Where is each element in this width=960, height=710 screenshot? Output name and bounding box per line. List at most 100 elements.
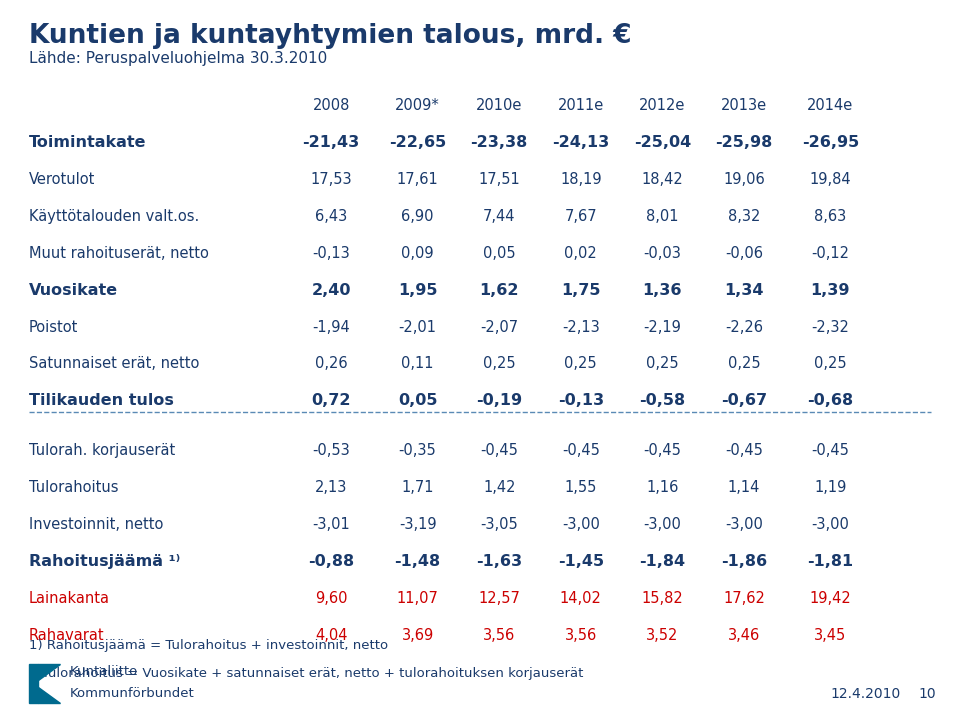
Text: -0,12: -0,12	[811, 246, 850, 261]
Text: 1,14: 1,14	[728, 480, 760, 495]
Polygon shape	[38, 664, 60, 680]
Text: -0,45: -0,45	[725, 443, 763, 458]
Text: -1,86: -1,86	[721, 554, 767, 569]
Text: 1,19: 1,19	[814, 480, 847, 495]
Text: 10: 10	[919, 687, 936, 701]
Text: 19,06: 19,06	[723, 172, 765, 187]
Text: 3,46: 3,46	[728, 628, 760, 643]
Text: 19,42: 19,42	[809, 591, 852, 606]
Text: 12.4.2010: 12.4.2010	[830, 687, 900, 701]
Text: -0,88: -0,88	[308, 554, 354, 569]
Text: -0,19: -0,19	[476, 393, 522, 408]
Text: -0,45: -0,45	[562, 443, 600, 458]
Text: -2,13: -2,13	[562, 320, 600, 334]
Text: Rahoitusjäämä ¹⁾: Rahoitusjäämä ¹⁾	[29, 554, 180, 569]
Bar	[29, 664, 38, 703]
Text: 1,16: 1,16	[646, 480, 679, 495]
Text: Investoinnit, netto: Investoinnit, netto	[29, 517, 163, 532]
Text: 9,60: 9,60	[315, 591, 348, 606]
Text: -2,32: -2,32	[811, 320, 850, 334]
Text: -0,68: -0,68	[807, 393, 853, 408]
Text: -25,04: -25,04	[634, 135, 691, 150]
Text: Muut rahoituserät, netto: Muut rahoituserät, netto	[29, 246, 208, 261]
Text: -0,13: -0,13	[312, 246, 350, 261]
Text: 6,90: 6,90	[401, 209, 434, 224]
Text: Toimintakate: Toimintakate	[29, 135, 146, 150]
Text: 0,05: 0,05	[397, 393, 438, 408]
Text: 17,61: 17,61	[396, 172, 439, 187]
Text: -2,19: -2,19	[643, 320, 682, 334]
Text: -0,58: -0,58	[639, 393, 685, 408]
Text: 3,52: 3,52	[646, 628, 679, 643]
Text: 2009*: 2009*	[396, 98, 440, 113]
Text: -0,53: -0,53	[312, 443, 350, 458]
Text: -3,00: -3,00	[811, 517, 850, 532]
Text: 0,26: 0,26	[315, 356, 348, 371]
Text: 18,19: 18,19	[560, 172, 602, 187]
Text: 1,55: 1,55	[564, 480, 597, 495]
Text: Kuntaliitto: Kuntaliitto	[70, 665, 138, 678]
Text: 6,43: 6,43	[315, 209, 348, 224]
Text: 3,56: 3,56	[564, 628, 597, 643]
Text: 8,01: 8,01	[646, 209, 679, 224]
Text: -22,65: -22,65	[389, 135, 446, 150]
Text: -0,45: -0,45	[811, 443, 850, 458]
Text: 1,75: 1,75	[561, 283, 601, 297]
Text: 17,51: 17,51	[478, 172, 520, 187]
Text: Käyttötalouden valt.os.: Käyttötalouden valt.os.	[29, 209, 199, 224]
Text: 2013e: 2013e	[721, 98, 767, 113]
Text: -0,13: -0,13	[558, 393, 604, 408]
Text: 7,67: 7,67	[564, 209, 597, 224]
Text: Kuntien ja kuntayhtymien talous, mrd. €: Kuntien ja kuntayhtymien talous, mrd. €	[29, 23, 632, 49]
Text: -1,48: -1,48	[395, 554, 441, 569]
Text: 17,62: 17,62	[723, 591, 765, 606]
Text: -1,94: -1,94	[312, 320, 350, 334]
Text: 0,05: 0,05	[483, 246, 516, 261]
Text: 0,25: 0,25	[728, 356, 760, 371]
Text: 2,13: 2,13	[315, 480, 348, 495]
Text: 0,25: 0,25	[564, 356, 597, 371]
Text: -2,26: -2,26	[725, 320, 763, 334]
Text: -1,84: -1,84	[639, 554, 685, 569]
Text: 1,62: 1,62	[479, 283, 519, 297]
Text: 2,40: 2,40	[311, 283, 351, 297]
Text: 0,72: 0,72	[311, 393, 351, 408]
Text: Rahavarat: Rahavarat	[29, 628, 105, 643]
Polygon shape	[38, 687, 60, 703]
Text: 1,42: 1,42	[483, 480, 516, 495]
Text: -0,67: -0,67	[721, 393, 767, 408]
Text: 8,63: 8,63	[814, 209, 847, 224]
Text: 1,95: 1,95	[397, 283, 438, 297]
Text: 1,36: 1,36	[642, 283, 683, 297]
Text: -1,63: -1,63	[476, 554, 522, 569]
Text: 12,57: 12,57	[478, 591, 520, 606]
Text: 3,69: 3,69	[401, 628, 434, 643]
Text: 11,07: 11,07	[396, 591, 439, 606]
Text: 7,44: 7,44	[483, 209, 516, 224]
Text: Poistot: Poistot	[29, 320, 78, 334]
Text: -2,07: -2,07	[480, 320, 518, 334]
Text: -0,06: -0,06	[725, 246, 763, 261]
Text: 2012e: 2012e	[639, 98, 685, 113]
Text: Kommunförbundet: Kommunförbundet	[70, 687, 195, 700]
Text: Lainakanta: Lainakanta	[29, 591, 109, 606]
Text: 0,25: 0,25	[483, 356, 516, 371]
Text: 1,34: 1,34	[724, 283, 764, 297]
Text: 3,56: 3,56	[483, 628, 516, 643]
Text: 1,71: 1,71	[401, 480, 434, 495]
Text: -1,45: -1,45	[558, 554, 604, 569]
Text: -26,95: -26,95	[802, 135, 859, 150]
Text: 14,02: 14,02	[560, 591, 602, 606]
Text: Vuosikate: Vuosikate	[29, 283, 118, 297]
Text: 0,25: 0,25	[814, 356, 847, 371]
Text: 2014e: 2014e	[807, 98, 853, 113]
Text: -3,00: -3,00	[643, 517, 682, 532]
Text: 2008: 2008	[313, 98, 349, 113]
Text: Tulorahoitus: Tulorahoitus	[29, 480, 118, 495]
Text: -0,35: -0,35	[398, 443, 437, 458]
Text: -25,98: -25,98	[715, 135, 773, 150]
Text: -3,01: -3,01	[312, 517, 350, 532]
Text: 2011e: 2011e	[558, 98, 604, 113]
Text: -3,05: -3,05	[480, 517, 518, 532]
Text: 3,45: 3,45	[814, 628, 847, 643]
